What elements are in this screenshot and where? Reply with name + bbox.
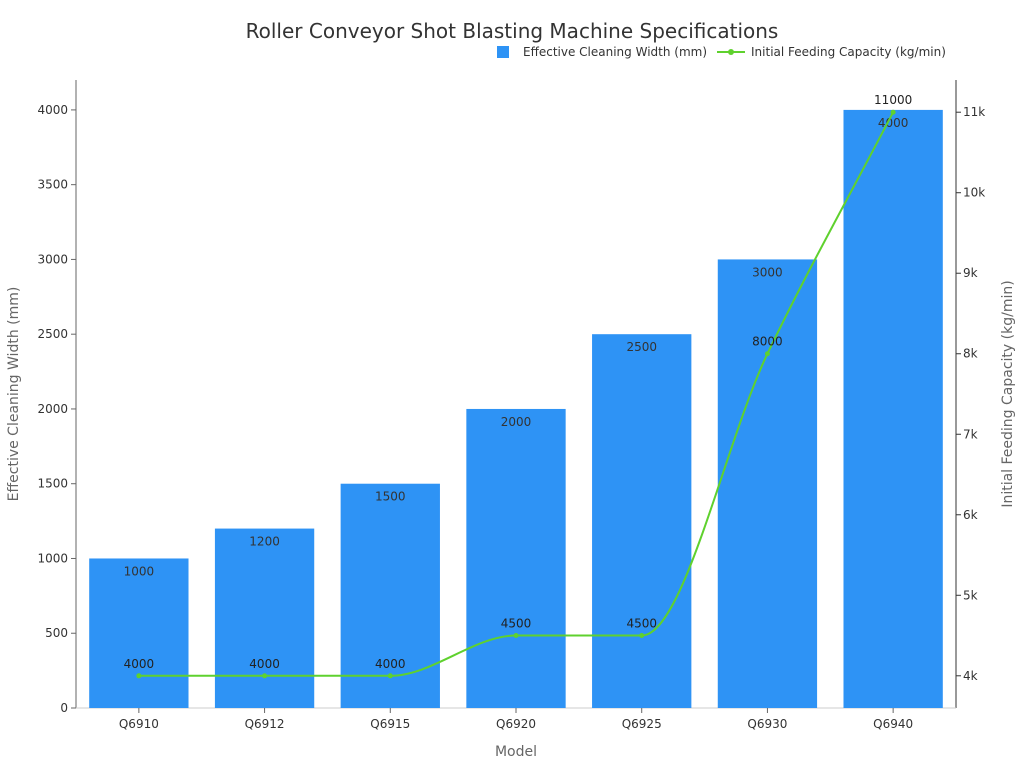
line-point (136, 673, 142, 679)
bar (340, 483, 440, 708)
x-tick-label: Q6910 (119, 717, 159, 731)
bar (214, 528, 315, 708)
y-tick-label: 2000 (37, 402, 68, 416)
bar (89, 558, 189, 708)
legend-bar-swatch (497, 46, 509, 58)
x-axis-ticks: Q6910 Q6912 Q6915 Q6920 Q6925 Q6930 Q6940 (119, 708, 913, 731)
y-tick-label: 3000 (37, 252, 68, 266)
bar-value-label: 2500 (626, 340, 657, 354)
bar-value-label: 2000 (501, 415, 532, 429)
y2-tick-label: 8k (963, 347, 978, 361)
line-value-label: 8000 (752, 335, 783, 349)
y-tick-label: 0 (60, 701, 68, 715)
x-tick-label: Q6930 (747, 717, 787, 731)
line-point (639, 633, 645, 639)
line-value-label: 11000 (874, 93, 912, 107)
feeding-capacity-line (138, 111, 895, 677)
line-value-label: 4000 (124, 657, 155, 671)
y2-tick-label: 7k (963, 427, 978, 441)
y-tick-label: 3500 (37, 178, 68, 192)
bar-value-label: 1500 (375, 490, 406, 504)
bar-value-label: 1200 (249, 535, 280, 549)
line-value-label: 4000 (375, 657, 406, 671)
bars-layer (89, 109, 943, 708)
line-point (764, 351, 770, 357)
legend: Effective Cleaning Width (mm) Initial Fe… (497, 45, 956, 59)
line-point (262, 673, 268, 679)
line-value-label: 4500 (626, 617, 657, 631)
bar (592, 334, 692, 708)
x-tick-label: Q6920 (496, 717, 536, 731)
y-tick-label: 500 (45, 626, 68, 640)
legend-line-swatch (717, 46, 746, 58)
y-tick-label: 4000 (37, 103, 68, 117)
chart-title: Roller Conveyor Shot Blasting Machine Sp… (245, 19, 779, 43)
y2-tick-label: 5k (963, 588, 978, 602)
x-tick-label: Q6912 (245, 717, 285, 731)
line-point (890, 109, 896, 115)
y2-tick-label: 4k (963, 669, 978, 683)
line-layer: 4000 4000 4000 4500 4500 8000 11000 (124, 93, 912, 679)
y2-tick-label: 10k (963, 186, 985, 200)
legend-item-feeding-capacity[interactable]: Initial Feeding Capacity (kg/min) (717, 45, 946, 59)
x-tick-label: Q6915 (370, 717, 410, 731)
line-point (387, 673, 393, 679)
y-axis-title: Effective Cleaning Width (mm) (6, 287, 22, 502)
bar-value-label: 1000 (124, 564, 155, 578)
bar (466, 408, 566, 708)
line-value-label: 4000 (249, 657, 280, 671)
x-tick-label: Q6925 (622, 717, 662, 731)
y2-axis-ticks: 4k 5k 6k 7k 8k 9k 10k 11k (956, 105, 985, 683)
legend-label-feeding-capacity: Initial Feeding Capacity (kg/min) (751, 45, 946, 59)
x-axis-title: Model (495, 744, 537, 760)
y2-tick-label: 9k (963, 266, 978, 280)
x-tick-label: Q6940 (873, 717, 913, 731)
line-value-label: 4500 (501, 617, 532, 631)
bar-labels-layer: 1000 1200 1500 2000 2500 3000 4000 (124, 116, 909, 579)
y-tick-label: 1000 (37, 551, 68, 565)
y-axis-ticks: 0 500 1000 1500 2000 2500 3000 3500 4000 (37, 103, 76, 715)
line-point (513, 633, 519, 639)
bar-value-label: 3000 (752, 265, 783, 279)
y2-tick-label: 6k (963, 508, 978, 522)
y2-tick-label: 11k (963, 105, 985, 119)
y-tick-label: 1500 (37, 477, 68, 491)
legend-label-cleaning-width: Effective Cleaning Width (mm) (523, 45, 708, 59)
y2-axis-title: Initial Feeding Capacity (kg/min) (1000, 280, 1016, 507)
legend-item-cleaning-width[interactable]: Effective Cleaning Width (mm) (497, 45, 707, 59)
bar-value-label: 4000 (878, 116, 909, 130)
bar (843, 109, 943, 708)
bar (717, 259, 818, 708)
y-tick-label: 2500 (37, 327, 68, 341)
